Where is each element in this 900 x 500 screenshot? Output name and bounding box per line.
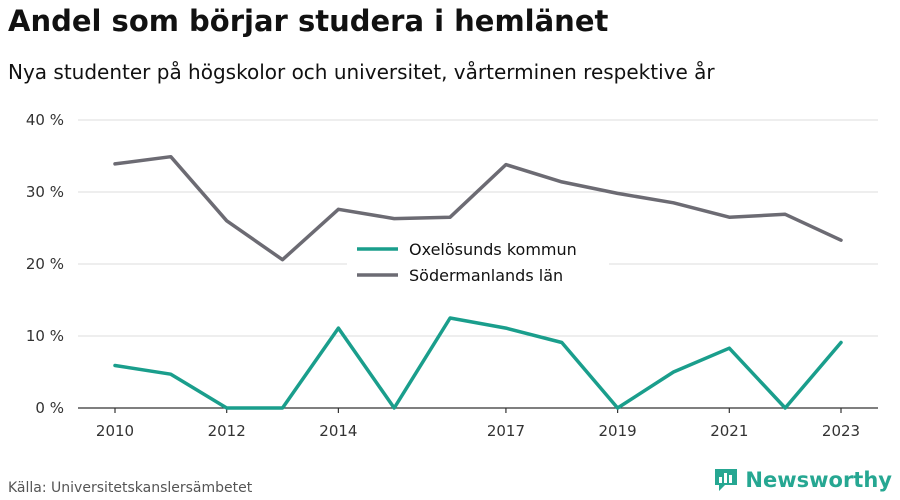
- y-tick-label: 20 %: [26, 255, 64, 273]
- chart-subtitle: Nya studenter på högskolor och universit…: [8, 60, 715, 84]
- legend-label: Oxelösunds kommun: [409, 240, 577, 259]
- y-tick-label: 30 %: [26, 183, 64, 201]
- y-axis: 0 % 10 % 20 % 30 % 40 %: [26, 111, 64, 417]
- legend-label: Södermanlands län: [409, 266, 563, 285]
- x-tick-label: 2017: [487, 422, 525, 440]
- y-tick-label: 10 %: [26, 327, 64, 345]
- legend-background: [347, 236, 609, 292]
- x-axis: 2010 2012 2014 2017 2019 2021 2023: [78, 407, 878, 440]
- x-tick-label: 2021: [710, 422, 748, 440]
- line-chart: 0 % 10 % 20 % 30 % 40 % 2010 2012 2014 2017 2019…: [26, 111, 878, 440]
- legend: Oxelösunds kommun Södermanlands län: [347, 236, 609, 292]
- source-note: Källa: Universitetskanslersämbetet: [8, 480, 253, 496]
- x-tick-label: 2010: [96, 422, 134, 440]
- x-tick-label: 2014: [319, 422, 357, 440]
- brand-logo: Newsworthy: [713, 467, 892, 493]
- brand-name: Newsworthy: [745, 468, 892, 492]
- y-tick-label: 0 %: [35, 399, 64, 417]
- series-line-s-dermanlands-l-n: [113, 154, 843, 262]
- x-tick-label: 2019: [599, 422, 637, 440]
- y-tick-label: 40 %: [26, 111, 64, 129]
- bar-chart-logo-icon: [715, 469, 738, 491]
- gridlines: [78, 119, 878, 337]
- chart-title: Andel som börjar studera i hemlänet: [8, 4, 609, 38]
- x-tick-label: 2012: [208, 422, 246, 440]
- series-line-oxel-sunds-kommun: [113, 316, 843, 410]
- x-tick-label: 2023: [822, 422, 860, 440]
- series-lines: [113, 154, 843, 410]
